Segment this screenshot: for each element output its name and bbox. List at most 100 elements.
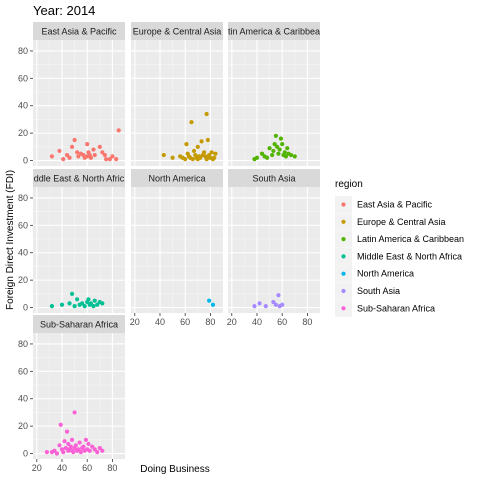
data-point — [77, 440, 82, 445]
data-point — [277, 147, 282, 152]
legend-item-east-asia-pacific: East Asia & Pacific — [335, 196, 433, 213]
facet-strip — [228, 169, 320, 187]
data-point — [73, 443, 78, 448]
data-point — [64, 152, 70, 158]
data-point — [85, 141, 90, 147]
data-point — [54, 451, 60, 456]
facet-strip-label: Sub-Saharan Africa — [40, 320, 118, 330]
y-axis-title: Foreign Direct Investment (FDI) — [5, 170, 16, 310]
panel-background — [33, 40, 125, 166]
legend-label: North America — [357, 269, 414, 279]
facet-strip — [33, 315, 125, 333]
y-tick-label: 40 — [18, 101, 28, 111]
data-point — [61, 450, 66, 455]
legend-label: East Asia & Pacific — [357, 200, 433, 210]
chart-title: Year: 2014 — [33, 3, 95, 18]
data-point — [104, 157, 109, 162]
panel-latin-america-caribbean: tin America & Caribbea — [228, 22, 320, 166]
y-tick-label: 40 — [18, 248, 28, 258]
y-tick-label: 80 — [18, 46, 28, 56]
panel-background — [131, 40, 223, 166]
legend-marker — [341, 288, 346, 294]
data-point — [86, 297, 91, 302]
panel-background — [33, 333, 125, 459]
legend-item-europe-central-asia: Europe & Central Asia — [335, 213, 446, 231]
legend-item-south-asia: South Asia — [335, 282, 400, 300]
data-point — [183, 157, 188, 162]
x-tick-label: 40 — [57, 463, 67, 473]
data-point — [207, 298, 212, 303]
data-point — [92, 298, 97, 303]
x-tick-label: 60 — [180, 317, 190, 327]
data-point — [170, 155, 175, 160]
data-point — [68, 444, 73, 449]
facet-panels: East Asia & Pacific 0 20 40 60 80 Europe & Cen… — [18, 22, 320, 473]
data-point — [78, 450, 83, 455]
x-tick-label: 80 — [107, 463, 117, 473]
data-point — [271, 299, 276, 305]
data-point — [198, 155, 203, 160]
data-point — [57, 443, 62, 448]
x-tick-label: 60 — [82, 463, 92, 473]
data-point — [195, 144, 200, 149]
data-point — [114, 157, 119, 162]
data-point — [161, 152, 166, 158]
legend-marker — [341, 271, 346, 276]
data-point — [273, 133, 278, 138]
data-point — [264, 155, 270, 160]
data-point — [257, 301, 262, 306]
y-tick-label: 80 — [18, 339, 28, 349]
y-tick-label: 60 — [18, 366, 28, 376]
data-point — [58, 422, 63, 427]
panel-sub-saharan-africa: Sub-Saharan Africa 0 20 40 60 80 20 40 60 80 — [18, 315, 125, 473]
data-point — [82, 304, 87, 309]
data-point — [95, 450, 100, 455]
data-point — [205, 137, 210, 143]
x-tick-label: 60 — [277, 317, 287, 327]
x-tick-label: 80 — [205, 317, 215, 327]
facet-strip-label: South Asia — [252, 174, 295, 184]
data-point — [63, 445, 68, 451]
legend-item-middle-east-north-africa: Middle East & North Africa — [335, 247, 462, 265]
legend-label: South Asia — [357, 286, 400, 296]
data-point — [72, 410, 77, 415]
data-point — [72, 137, 77, 143]
legend: region East Asia & Pacific Europe & Centr… — [335, 179, 464, 317]
x-tick-label: 20 — [130, 317, 140, 327]
data-point — [263, 304, 268, 309]
legend-marker — [341, 254, 346, 259]
data-point — [62, 439, 67, 444]
data-point — [49, 154, 55, 159]
facet-strip — [228, 22, 320, 40]
legend-label: Middle East & North Africa — [357, 251, 462, 261]
x-tick-label: 20 — [32, 463, 42, 473]
data-point — [92, 152, 97, 158]
y-tick-label: 40 — [18, 394, 28, 404]
data-point — [69, 144, 75, 149]
y-tick-label: 20 — [18, 128, 28, 138]
data-point — [209, 150, 214, 155]
x-tick-label: 80 — [302, 317, 312, 327]
data-point — [76, 154, 81, 159]
y-tick-label: 20 — [18, 275, 28, 285]
data-point — [280, 141, 285, 147]
data-point — [69, 437, 75, 442]
data-point — [64, 429, 70, 434]
facet-strip — [33, 169, 125, 187]
data-point — [278, 136, 284, 141]
data-point — [67, 301, 72, 306]
data-point — [91, 304, 96, 309]
data-point — [282, 150, 287, 155]
data-point — [75, 297, 80, 302]
data-point — [254, 155, 260, 160]
data-point — [86, 441, 91, 447]
data-point — [102, 152, 107, 158]
data-point — [100, 150, 105, 155]
data-point — [95, 302, 100, 307]
data-point — [270, 152, 275, 158]
data-point — [280, 302, 285, 307]
data-point — [283, 154, 289, 159]
data-point — [97, 144, 102, 149]
data-point — [88, 155, 94, 160]
legend-marker — [341, 202, 346, 207]
